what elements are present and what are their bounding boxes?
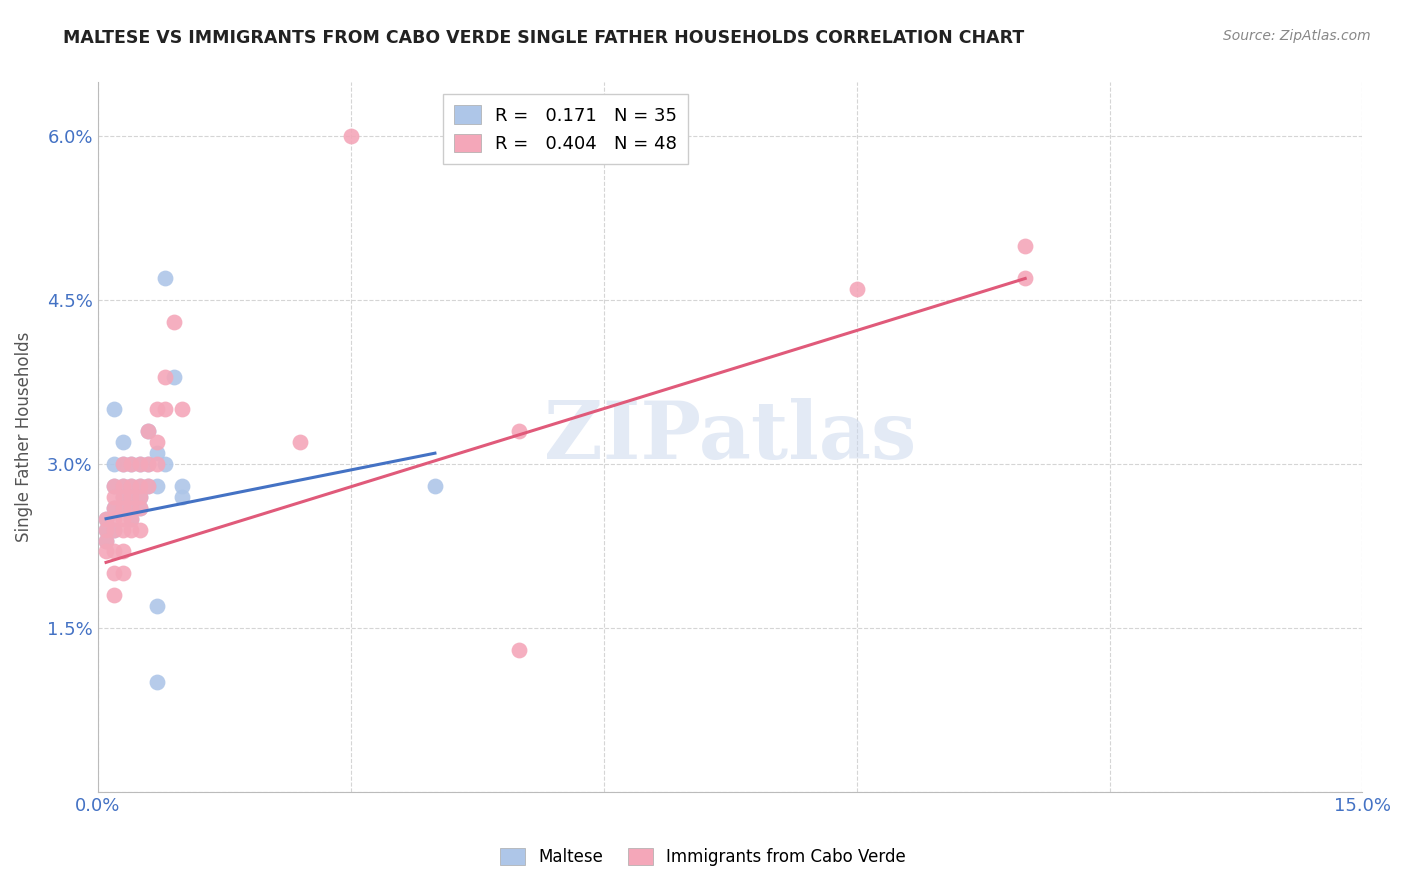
Point (120, 479, 142, 493)
Point (111, 500, 134, 515)
Point (103, 512, 125, 526)
Point (111, 457, 134, 471)
Point (94, 512, 117, 526)
Point (103, 544, 125, 558)
Point (120, 500, 142, 515)
Point (111, 490, 134, 504)
Point (162, 369, 184, 384)
Point (111, 479, 134, 493)
Point (111, 500, 134, 515)
Point (128, 457, 150, 471)
Point (423, 479, 446, 493)
Point (120, 490, 142, 504)
Legend: Maltese, Immigrants from Cabo Verde: Maltese, Immigrants from Cabo Verde (494, 841, 912, 873)
Point (145, 446, 167, 460)
Point (111, 566, 134, 581)
Point (153, 271, 176, 285)
Point (103, 566, 125, 581)
Point (120, 512, 142, 526)
Point (103, 500, 125, 515)
Point (120, 457, 142, 471)
Point (170, 479, 193, 493)
Point (128, 457, 150, 471)
Point (103, 523, 125, 537)
Point (845, 282, 868, 296)
Point (136, 425, 159, 439)
Point (153, 402, 176, 417)
Point (103, 490, 125, 504)
Point (128, 490, 150, 504)
Point (94, 544, 117, 558)
Point (103, 479, 125, 493)
Point (162, 315, 184, 329)
Point (128, 500, 150, 515)
Point (103, 479, 125, 493)
Text: ZIPatlas: ZIPatlas (544, 398, 917, 475)
Point (111, 512, 134, 526)
Point (1014, 271, 1036, 285)
Point (111, 457, 134, 471)
Point (145, 479, 167, 493)
Point (145, 435, 167, 450)
Legend: R =   0.171   N = 35, R =   0.404   N = 48: R = 0.171 N = 35, R = 0.404 N = 48 (443, 95, 688, 164)
Point (145, 599, 167, 613)
Point (145, 402, 167, 417)
Point (103, 500, 125, 515)
Y-axis label: Single Father Households: Single Father Households (15, 332, 32, 542)
Point (128, 479, 150, 493)
Point (94, 523, 117, 537)
Point (94, 533, 117, 548)
Point (339, 129, 361, 144)
Point (103, 402, 125, 417)
Point (288, 435, 311, 450)
Point (94, 523, 117, 537)
Point (120, 523, 142, 537)
Point (153, 369, 176, 384)
Point (94, 533, 117, 548)
Point (128, 523, 150, 537)
Point (111, 523, 134, 537)
Point (136, 425, 159, 439)
Point (111, 490, 134, 504)
Point (145, 675, 167, 690)
Point (111, 479, 134, 493)
Point (128, 479, 150, 493)
Point (120, 457, 142, 471)
Point (136, 457, 159, 471)
Point (111, 435, 134, 450)
Text: Source: ZipAtlas.com: Source: ZipAtlas.com (1223, 29, 1371, 43)
Point (136, 479, 159, 493)
Point (136, 457, 159, 471)
Point (508, 642, 530, 657)
Point (170, 490, 193, 504)
Point (128, 500, 150, 515)
Point (1014, 238, 1036, 252)
Point (120, 490, 142, 504)
Point (153, 457, 176, 471)
Point (120, 479, 142, 493)
Point (103, 523, 125, 537)
Point (120, 500, 142, 515)
Point (103, 457, 125, 471)
Point (94, 512, 117, 526)
Point (145, 457, 167, 471)
Point (136, 479, 159, 493)
Point (103, 588, 125, 602)
Text: MALTESE VS IMMIGRANTS FROM CABO VERDE SINGLE FATHER HOUSEHOLDS CORRELATION CHART: MALTESE VS IMMIGRANTS FROM CABO VERDE SI… (63, 29, 1025, 46)
Point (120, 512, 142, 526)
Point (508, 425, 530, 439)
Point (128, 490, 150, 504)
Point (170, 402, 193, 417)
Point (111, 544, 134, 558)
